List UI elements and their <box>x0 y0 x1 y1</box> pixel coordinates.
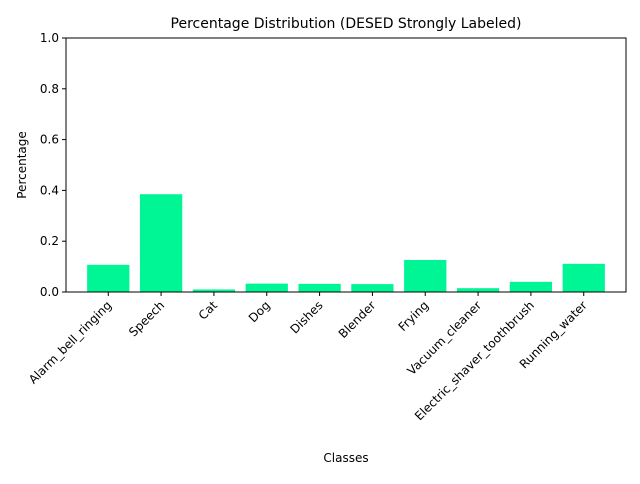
bar-speech <box>139 194 183 292</box>
chart-title: Percentage Distribution (DESED Strongly … <box>171 16 522 32</box>
x-axis-ticks: Alarm_bell_ringing Speech Cat Dog Dishes Blen… <box>26 292 590 423</box>
x-axis-label: Classes <box>323 451 368 465</box>
bar-electric-shaver-toothbrush <box>509 281 553 292</box>
y-tick-label: 0.6 <box>40 133 59 147</box>
y-axis-ticks: 0.0 0.2 0.4 0.6 0.8 1.0 <box>40 31 66 299</box>
bar-alarm-bell-ringing <box>87 264 130 292</box>
bars-layer <box>87 194 605 292</box>
x-tick-label: Speech <box>126 298 167 339</box>
bar-running-water <box>562 263 605 292</box>
plot-frame <box>65 37 627 293</box>
x-tick-label: Cat <box>196 298 221 323</box>
y-tick-label: 1.0 <box>40 31 59 45</box>
bar-vacuum-cleaner <box>456 288 500 292</box>
y-tick-label: 0.0 <box>40 285 59 299</box>
bar-frying <box>404 259 447 292</box>
bar-cat <box>192 289 236 292</box>
y-tick-label: 0.2 <box>40 234 59 248</box>
y-tick-label: 0.8 <box>40 82 59 96</box>
bar-blender <box>351 284 394 292</box>
x-tick-label: Dishes <box>287 298 325 336</box>
bar-dishes <box>298 283 341 292</box>
x-tick-label: Blender <box>336 298 379 341</box>
bar-dog <box>245 283 288 292</box>
y-axis-label: Percentage <box>15 131 29 199</box>
x-tick-label: Dog <box>246 298 273 325</box>
x-tick-label: Alarm_bell_ringing <box>26 298 114 386</box>
x-tick-label: Frying <box>396 298 432 334</box>
y-tick-label: 0.4 <box>40 183 59 197</box>
